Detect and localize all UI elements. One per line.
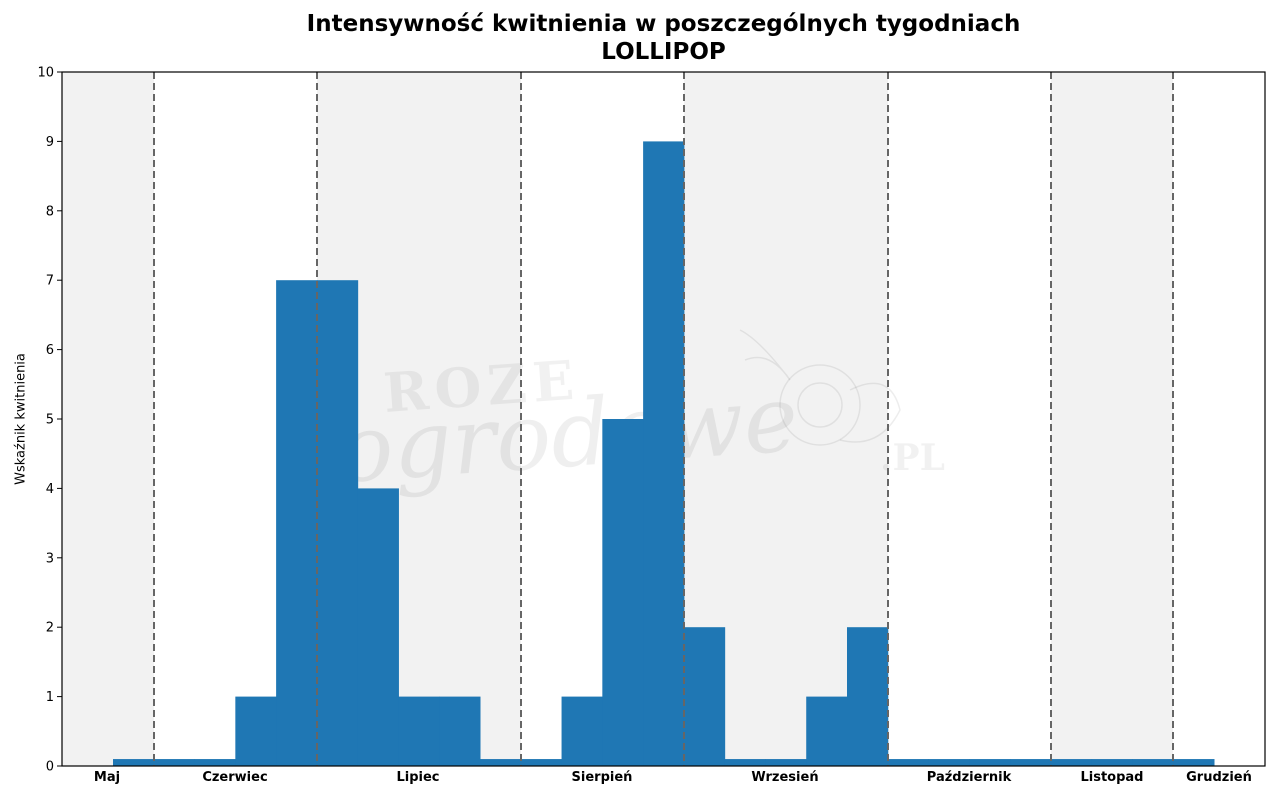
bar [643, 141, 685, 766]
x-tick-label: Maj [94, 770, 120, 785]
bar [1050, 759, 1093, 766]
bar-series [113, 141, 1215, 766]
watermark-logo: ROZE ogrodowe .PL [334, 329, 945, 504]
y-tick-label: 1 [46, 690, 54, 705]
bar [113, 759, 155, 766]
y-tick-label: 10 [37, 66, 54, 81]
x-tick-label: Czerwiec [202, 770, 267, 785]
bar [928, 759, 970, 766]
x-tick-label: Sierpień [572, 770, 633, 785]
chart-title-line2: LOLLIPOP [601, 39, 726, 65]
bar [480, 759, 522, 766]
y-tick-label: 4 [46, 482, 54, 497]
y-tick-label: 9 [46, 135, 54, 150]
bar [969, 759, 1011, 766]
y-tick-label: 2 [46, 621, 54, 636]
bar [724, 759, 766, 766]
bar [1132, 759, 1174, 766]
bar [316, 280, 359, 766]
y-tick-label: 3 [46, 551, 54, 566]
axes: 0 1 2 3 4 5 6 7 8 9 10 [37, 66, 1266, 775]
bar [1091, 759, 1133, 766]
x-tick-label: Wrzesień [751, 770, 818, 785]
bar [765, 759, 807, 766]
y-tick-label: 8 [46, 204, 54, 219]
bar [276, 280, 318, 766]
bar [357, 488, 399, 766]
month-band [1051, 72, 1173, 766]
bar [847, 627, 889, 766]
x-tick-label: Październik [927, 770, 1012, 785]
x-tick-label: Grudzień [1186, 770, 1252, 785]
bar [194, 759, 236, 766]
bar [683, 627, 726, 766]
month-band [62, 72, 154, 766]
y-tick-label: 5 [46, 413, 54, 428]
bar [439, 696, 481, 766]
x-tick-label: Lipiec [396, 770, 439, 785]
bar [235, 696, 277, 766]
bar [806, 696, 848, 766]
flower-icon [739, 329, 901, 446]
chart-title: Intensywność kwitnienia w poszczególnych… [62, 10, 1265, 66]
bar [1010, 759, 1052, 766]
chart-title-line1: Intensywność kwitnienia w poszczególnych… [306, 11, 1021, 37]
bar [602, 419, 644, 766]
bar [153, 759, 196, 766]
watermark-text-suffix: .PL [880, 437, 945, 479]
bar [561, 696, 603, 766]
bar [398, 696, 440, 766]
y-tick-label: 6 [46, 343, 54, 358]
bar [887, 759, 930, 766]
bar [1173, 759, 1215, 766]
x-tick-label: Listopad [1080, 770, 1143, 785]
bar [520, 759, 563, 766]
watermark-text-line1: ROZE [381, 347, 581, 425]
x-month-labels: Maj Czerwiec Lipiec Sierpień Wrzesień Paździe… [94, 770, 1252, 785]
y-tick-label: 0 [46, 760, 54, 775]
month-dividers [153, 72, 1174, 766]
y-tick-label: 7 [46, 274, 54, 289]
